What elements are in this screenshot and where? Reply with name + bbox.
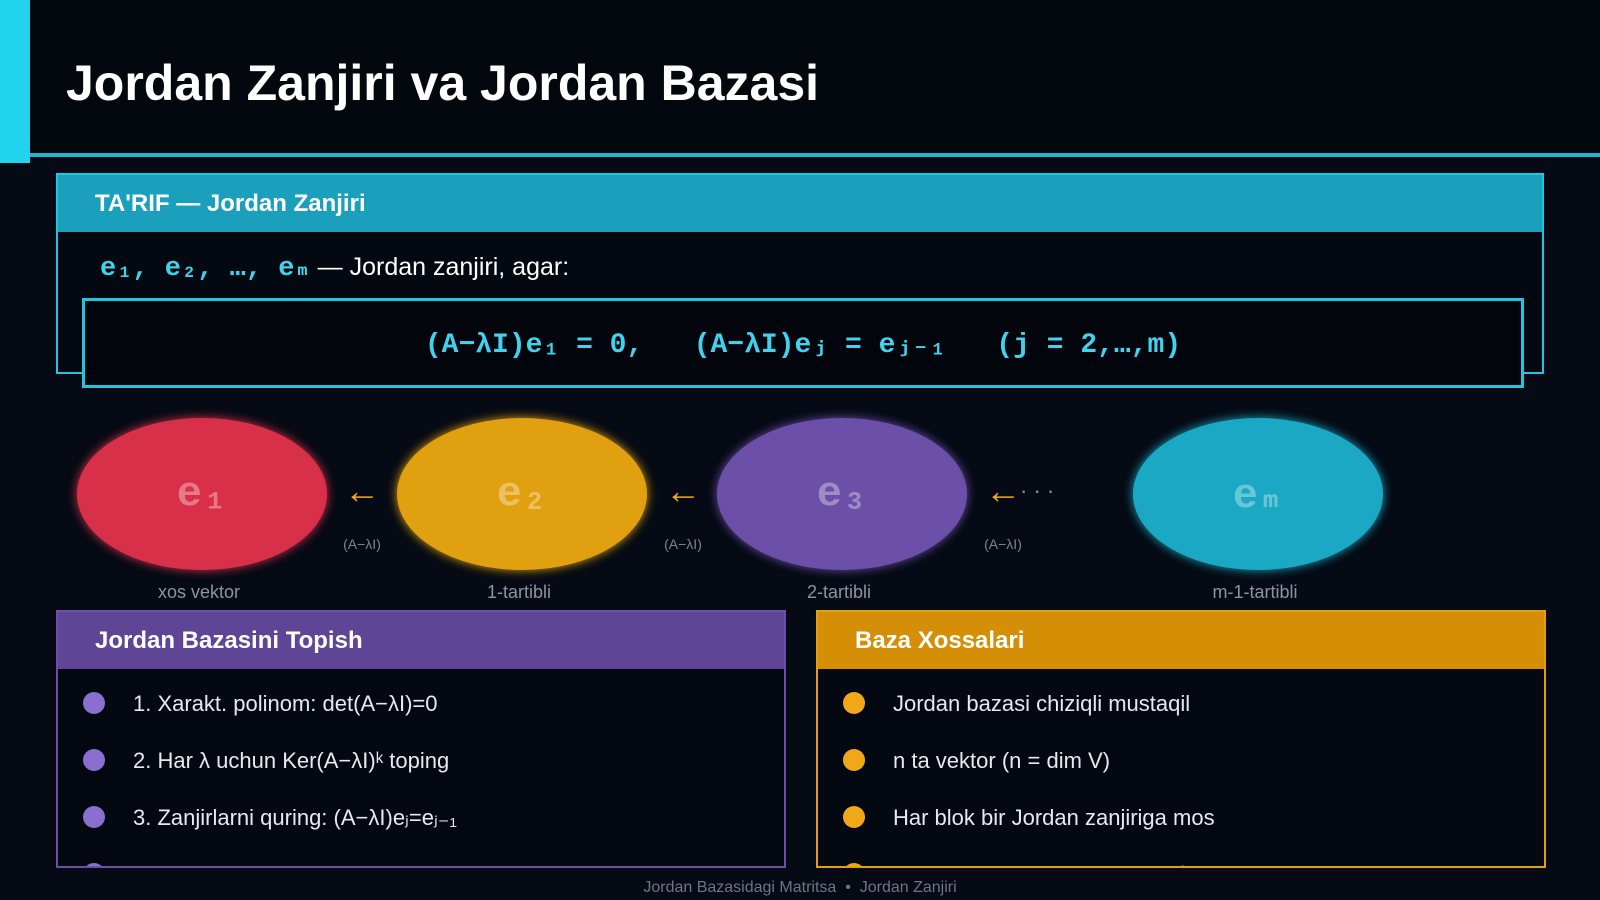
bullet: [843, 749, 865, 771]
right-box-title: Baza Xossalari: [818, 612, 1544, 669]
list-item: 4. Barcha zanjirlarni birlashtiring: [133, 862, 446, 866]
bullet: [83, 863, 105, 866]
title-rule: [30, 153, 1600, 157]
arrow: ←: [344, 470, 380, 511]
arrow: ←: [985, 470, 1021, 511]
list-item: P = [e₁¹ | … | eₖ¹ | e₁² | … | eₘᵏ]: [893, 862, 1195, 866]
list-item: n ta vektor (n = dim V): [893, 748, 1111, 773]
list-item: 3. Zanjirlarni quring: (A−λI)eⱼ=eⱼ₋₁: [133, 805, 457, 830]
definition-line: e₁, e₂, …, eₘ — Jordan zanjiri, agar:: [100, 251, 569, 284]
definition-text: — Jordan zanjiri, agar:: [317, 253, 570, 281]
list-item: Har blok bir Jordan zanjiriga mos: [893, 805, 1215, 830]
bullet: [843, 863, 865, 866]
ellipsis: · · ·: [1020, 478, 1055, 503]
chain-node: e₁: [77, 418, 327, 570]
bullet: [843, 806, 865, 828]
bullet: [83, 749, 105, 771]
list-item: 2. Har λ uchun Ker(A−λI)ᵏ toping: [133, 748, 450, 773]
arrow-label: (A−λI): [984, 536, 1022, 552]
title-bar: [0, 0, 1600, 160]
formula: (A−λI)e₁ = 0, (A−λI)eⱼ = eⱼ₋₁ (j = 2,…,m…: [82, 298, 1524, 388]
bullet: [843, 692, 865, 714]
title: Jordan Zanjiri va Jordan Bazasi: [66, 55, 820, 111]
bullet: [83, 806, 105, 828]
definition-heading: TA'RIF — Jordan Zanjiri: [58, 175, 1542, 232]
right-box: Baza Xossalari Jordan bazasi chiziqli mu…: [816, 610, 1546, 868]
node-caption: 1-tartibli: [486, 582, 552, 602]
bullet: [83, 692, 105, 714]
arrow-label: (A−λI): [664, 536, 702, 552]
list-item: Jordan bazasi chiziqli mustaqil: [893, 691, 1191, 716]
node-caption: xos vektor: [157, 582, 241, 602]
chain-node: e₂: [397, 418, 647, 570]
accent-strip: [0, 0, 30, 163]
chain-node: eₘ: [1133, 418, 1383, 570]
node-caption: 2-tartibli: [806, 582, 872, 602]
left-box: Jordan Bazasini Topish 1. Xarakt. polino…: [56, 610, 786, 868]
node-caption: m-1-tartibli: [1212, 582, 1298, 602]
arrow-label: (A−λI): [343, 536, 381, 552]
left-box-title: Jordan Bazasini Topish: [58, 612, 784, 669]
footer: Jordan Bazasidagi Matritsa • Jordan Zanj…: [643, 879, 957, 896]
vectors: e₁, e₂, …, eₘ: [100, 254, 311, 284]
arrow: ←: [665, 470, 701, 511]
list-item: 1. Xarakt. polinom: det(A−λI)=0: [133, 691, 438, 716]
chain-node: e₃: [717, 418, 967, 570]
